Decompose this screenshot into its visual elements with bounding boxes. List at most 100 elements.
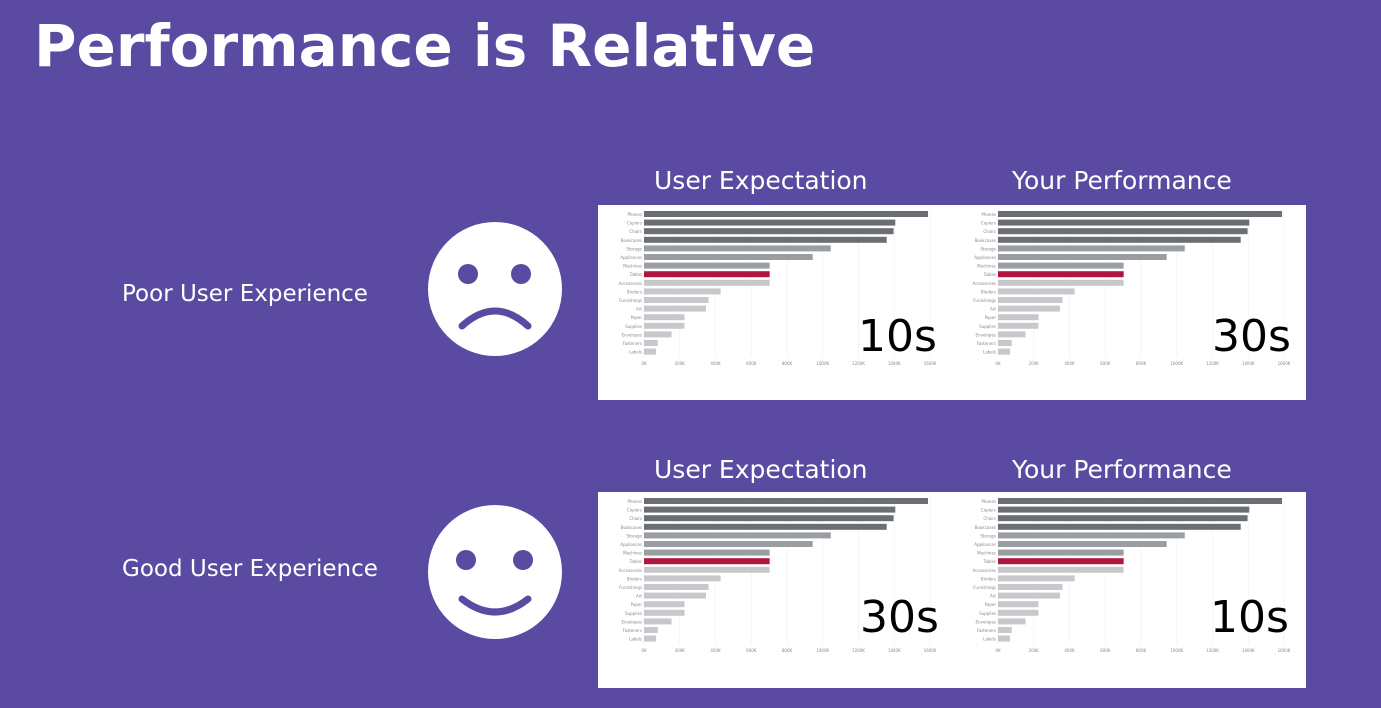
perf-poor-x-tick-label: 1400K	[1242, 361, 1255, 366]
perf-good-bar	[998, 515, 1248, 522]
exp-poor-bar	[644, 254, 813, 260]
exp-poor-bar	[644, 340, 658, 346]
exp-poor-x-tick-label: 400K	[710, 361, 721, 366]
exp-good-bar	[644, 541, 813, 547]
row-label-poor: Poor User Experience	[122, 281, 368, 307]
exp-poor-category-label: Accessories	[619, 281, 642, 286]
exp-good-x-tick-label: 200K	[675, 648, 686, 653]
perf-good-x-tick-label: 0K	[995, 648, 1001, 653]
time-label-expectation-good: 30s	[860, 592, 939, 643]
exp-poor-x-tick-label: 1200K	[852, 361, 865, 366]
exp-good-x-tick-label: 800K	[782, 648, 793, 653]
exp-poor-x-tick-label: 1000K	[816, 361, 829, 366]
perf-poor-category-label: Envelopes	[975, 332, 996, 337]
time-label-expectation-poor: 10s	[858, 311, 937, 362]
exp-poor-category-label: Bookcases	[621, 238, 642, 243]
exp-good-bar	[644, 592, 706, 599]
exp-good-bar	[644, 532, 831, 539]
exp-poor-bar	[644, 262, 770, 269]
exp-poor-bar	[644, 236, 887, 243]
perf-good-category-label: Phones	[982, 499, 996, 504]
perf-poor-x-tick-label: 800K	[1136, 361, 1147, 366]
perf-good-x-tick-label: 1400K	[1242, 648, 1255, 653]
chart-title-performance-good: Your Performance	[1012, 455, 1232, 484]
exp-poor-category-label: Phones	[628, 212, 642, 217]
perf-good-x-tick-label: 200K	[1029, 648, 1040, 653]
exp-poor-x-tick-label: 1600K	[924, 361, 937, 366]
perf-poor-category-label: Appliances	[974, 255, 996, 260]
perf-poor-bar	[998, 340, 1012, 346]
exp-good-x-tick-label: 0K	[641, 648, 647, 653]
exp-good-bar	[644, 627, 658, 633]
exp-poor-category-label: Labels	[629, 350, 642, 355]
perf-poor-x-tick-label: 400K	[1064, 361, 1075, 366]
exp-good-x-tick-label: 600K	[746, 648, 757, 653]
exp-good-bar	[644, 498, 928, 504]
exp-poor-bar	[644, 288, 721, 295]
perf-good-category-label: Accessories	[973, 568, 996, 573]
exp-good-category-label: Phones	[628, 499, 642, 504]
perf-poor-bar	[998, 331, 1026, 338]
perf-poor-category-label: Fasteners	[977, 341, 996, 346]
exp-good-category-label: Accessories	[619, 568, 642, 573]
row-label-good: Good User Experience	[122, 556, 378, 582]
perf-good-category-label: Art	[990, 594, 996, 599]
perf-good-category-label: Appliances	[974, 542, 996, 547]
perf-poor-category-label: Paper	[985, 315, 997, 320]
perf-poor-bar	[998, 288, 1075, 295]
perf-good-category-label: Storage	[980, 533, 996, 538]
exp-poor-x-tick-label: 600K	[746, 361, 757, 366]
exp-poor-bar	[644, 228, 894, 235]
perf-good-bar	[998, 532, 1185, 539]
exp-good-x-tick-label: 400K	[710, 648, 721, 653]
exp-good-category-label: Storage	[626, 533, 642, 538]
perf-good-x-tick-label: 1000K	[1170, 648, 1183, 653]
bar-chart-expectation-good: 0K 200K 400K 600K 800K 1000K 1200K 1400K 1600K Ph…	[619, 496, 937, 653]
perf-poor-bar	[998, 305, 1060, 312]
perf-poor-category-label: Art	[990, 307, 996, 312]
perf-good-bar	[998, 549, 1124, 556]
perf-poor-category-label: Labels	[983, 350, 996, 355]
perf-good-bar	[998, 584, 1063, 590]
perf-poor-category-label: Furnishings	[973, 298, 996, 303]
perf-poor-x-tick-label: 0K	[995, 361, 1001, 366]
bar-chart-expectation-poor: 0K 200K 400K 600K 800K 1000K 1200K 1400K 1600K Ph…	[619, 209, 937, 366]
perf-good-bar	[998, 635, 1011, 642]
exp-good-category-label: Chairs	[629, 516, 642, 521]
time-label-performance-good: 10s	[1210, 592, 1289, 643]
perf-poor-bar	[998, 254, 1167, 260]
exp-poor-category-label: Art	[636, 307, 642, 312]
exp-good-bar	[644, 584, 709, 590]
perf-poor-bar	[998, 279, 1124, 286]
perf-good-category-label: Copiers	[981, 508, 996, 513]
perf-good-x-tick-label: 600K	[1100, 648, 1111, 653]
exp-poor-category-label: Supplies	[625, 324, 642, 329]
exp-poor-category-label: Storage	[626, 246, 642, 251]
perf-good-bar	[998, 523, 1241, 530]
exp-good-x-tick-label: 1200K	[852, 648, 865, 653]
perf-poor-category-label: Tables	[983, 272, 996, 277]
chart-title-performance-poor: Your Performance	[1012, 166, 1232, 195]
exp-poor-x-tick-label: 1400K	[888, 361, 901, 366]
perf-good-category-label: Envelopes	[975, 619, 996, 624]
perf-good-bar	[998, 627, 1012, 633]
perf-good-bar	[998, 618, 1026, 625]
exp-good-category-label: Appliances	[620, 542, 642, 547]
perf-good-bar	[998, 592, 1060, 599]
exp-poor-bar	[644, 305, 706, 312]
perf-poor-bar	[998, 314, 1039, 321]
happy-face-icon	[428, 505, 562, 639]
exp-good-bar	[644, 523, 887, 530]
exp-poor-category-label: Tables	[629, 272, 642, 277]
perf-poor-bar	[998, 322, 1039, 329]
perf-good-category-label: Paper	[985, 602, 997, 607]
perf-poor-category-label: Copiers	[981, 221, 996, 226]
perf-good-bar	[998, 541, 1167, 547]
exp-poor-bar	[644, 271, 770, 278]
exp-poor-bar	[644, 279, 770, 286]
perf-poor-category-label: Chairs	[983, 229, 996, 234]
perf-poor-x-tick-label: 200K	[1029, 361, 1040, 366]
perf-good-bar	[998, 609, 1039, 616]
exp-poor-category-label: Binders	[627, 289, 642, 294]
perf-poor-category-label: Storage	[980, 246, 996, 251]
